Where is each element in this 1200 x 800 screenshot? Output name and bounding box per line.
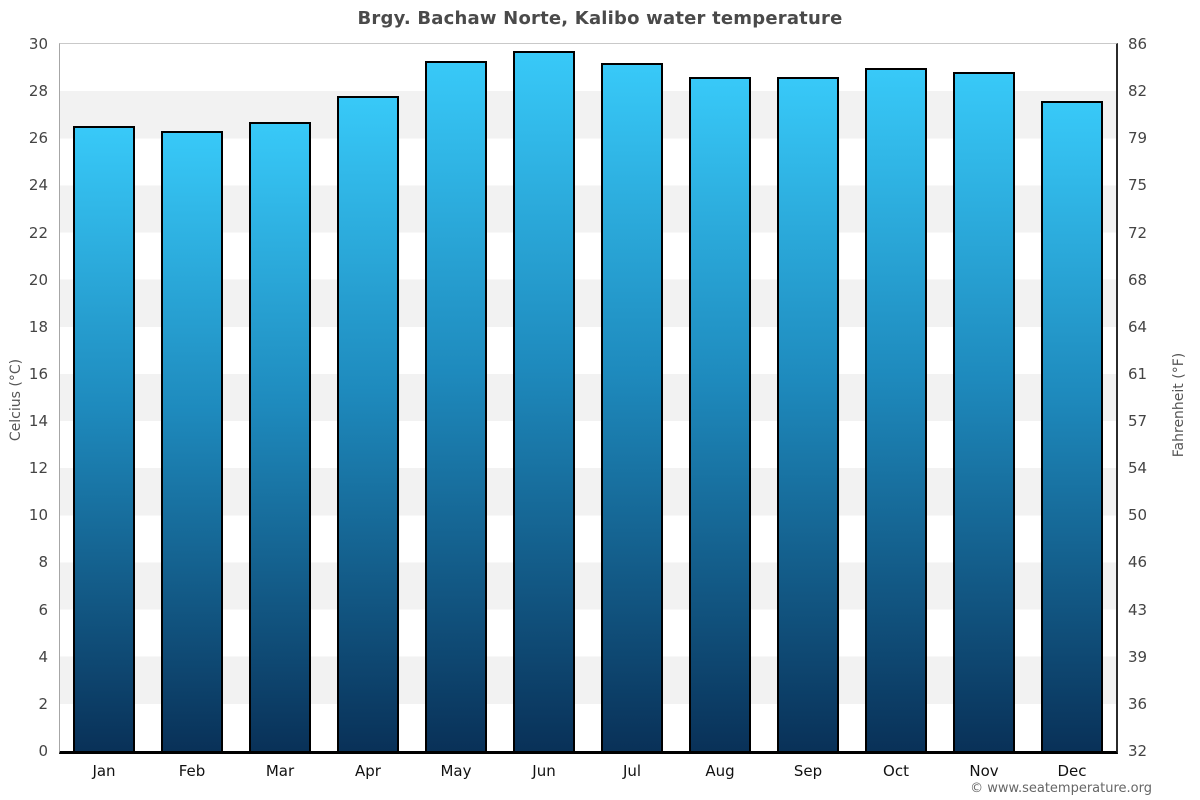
month-label-jan: Jan — [92, 762, 116, 780]
bar-jan — [73, 126, 135, 751]
bar-jun — [513, 51, 575, 751]
fahrenheit-tick-57: 57 — [1128, 412, 1148, 431]
celsius-tick-12: 12 — [28, 459, 48, 478]
bar-nov — [953, 72, 1015, 751]
celsius-tick-26: 26 — [28, 129, 48, 148]
celsius-tick-22: 22 — [28, 223, 48, 242]
celsius-tick-18: 18 — [28, 317, 48, 336]
fahrenheit-axis-label: Fahrenheit (°F) — [1171, 352, 1187, 458]
fahrenheit-tick-68: 68 — [1128, 270, 1148, 289]
chart-title: Brgy. Bachaw Norte, Kalibo water tempera… — [357, 8, 843, 29]
plot-area — [59, 43, 1118, 754]
copyright-credit: © www.seatemperature.org — [970, 781, 1152, 796]
fahrenheit-tick-32: 32 — [1128, 742, 1148, 760]
month-label-feb: Feb — [178, 762, 206, 780]
fahrenheit-tick-86: 86 — [1128, 35, 1148, 53]
fahrenheit-tick-64: 64 — [1128, 317, 1148, 336]
fahrenheit-tick-79: 79 — [1128, 129, 1148, 148]
month-label-apr: Apr — [355, 762, 381, 780]
bar-mar — [249, 121, 311, 751]
bar-jul — [601, 62, 663, 751]
fahrenheit-tick-72: 72 — [1128, 223, 1148, 242]
bar-feb — [161, 131, 223, 751]
fahrenheit-tick-46: 46 — [1128, 553, 1148, 572]
bar-oct — [865, 67, 927, 751]
fahrenheit-tick-36: 36 — [1128, 694, 1148, 713]
celsius-tick-10: 10 — [28, 506, 48, 525]
fahrenheit-tick-75: 75 — [1128, 176, 1148, 195]
bar-may — [425, 60, 487, 751]
month-label-oct: Oct — [883, 762, 909, 780]
fahrenheit-tick-61: 61 — [1128, 364, 1148, 383]
bar-sep — [777, 77, 839, 751]
celsius-tick-24: 24 — [28, 176, 48, 195]
bar-aug — [689, 77, 751, 751]
celsius-tick-8: 8 — [38, 553, 48, 572]
celsius-tick-14: 14 — [28, 412, 48, 431]
celsius-tick-6: 6 — [38, 600, 48, 619]
fahrenheit-tick-39: 39 — [1128, 647, 1148, 666]
celsius-tick-16: 16 — [28, 364, 48, 383]
month-label-may: May — [440, 762, 472, 780]
celsius-tick-4: 4 — [38, 647, 48, 666]
month-label-jul: Jul — [622, 762, 642, 780]
month-label-jun: Jun — [532, 762, 556, 780]
fahrenheit-tick-54: 54 — [1128, 459, 1148, 478]
month-label-nov: Nov — [969, 762, 999, 780]
fahrenheit-tick-43: 43 — [1128, 600, 1148, 619]
bar-dec — [1041, 100, 1103, 751]
celsius-tick-20: 20 — [28, 270, 48, 289]
fahrenheit-tick-50: 50 — [1128, 506, 1148, 525]
celsius-tick-30: 30 — [28, 35, 48, 53]
bar-apr — [337, 95, 399, 751]
celsius-tick-2: 2 — [38, 694, 48, 713]
celsius-tick-28: 28 — [28, 82, 48, 101]
month-label-aug: Aug — [705, 762, 735, 780]
fahrenheit-tick-82: 82 — [1128, 82, 1148, 101]
celsius-tick-0: 0 — [38, 742, 48, 760]
month-label-dec: Dec — [1057, 762, 1087, 780]
month-label-mar: Mar — [265, 762, 295, 780]
month-label-sep: Sep — [793, 762, 823, 780]
